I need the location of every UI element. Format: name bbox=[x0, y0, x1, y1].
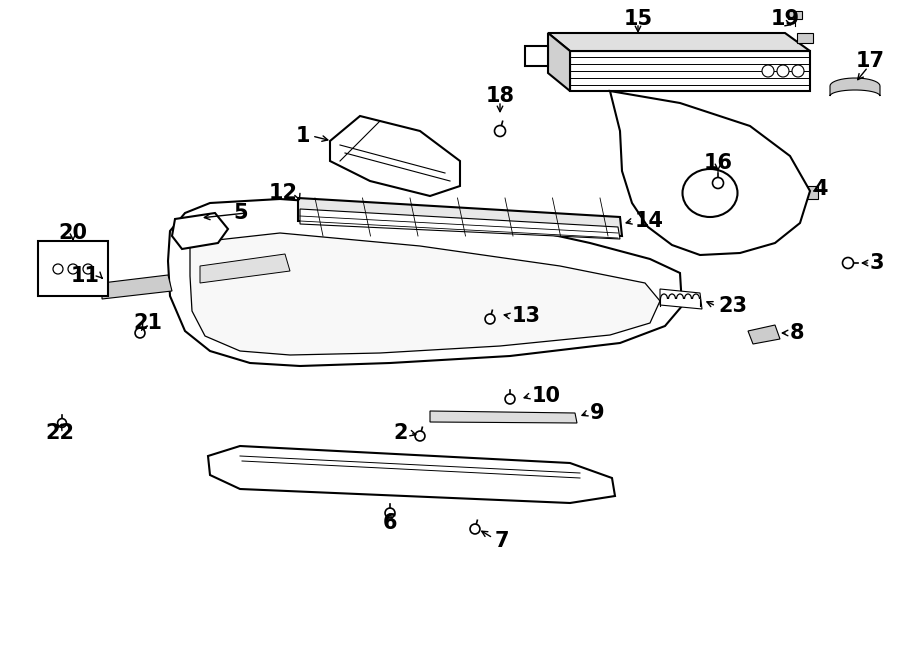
Ellipse shape bbox=[682, 169, 737, 217]
Circle shape bbox=[68, 264, 78, 274]
Polygon shape bbox=[430, 411, 577, 423]
Circle shape bbox=[792, 65, 804, 77]
Polygon shape bbox=[38, 241, 108, 296]
Polygon shape bbox=[548, 33, 810, 51]
Text: 9: 9 bbox=[590, 403, 605, 423]
Polygon shape bbox=[570, 51, 810, 91]
Text: 7: 7 bbox=[495, 531, 509, 551]
Text: 8: 8 bbox=[790, 323, 805, 343]
Text: 18: 18 bbox=[485, 86, 515, 106]
Text: 19: 19 bbox=[770, 9, 799, 29]
Circle shape bbox=[494, 126, 506, 137]
Text: 10: 10 bbox=[532, 386, 561, 406]
Polygon shape bbox=[797, 33, 813, 43]
Text: 11: 11 bbox=[71, 266, 100, 286]
Text: 22: 22 bbox=[46, 423, 75, 443]
Text: 16: 16 bbox=[704, 153, 733, 173]
Polygon shape bbox=[298, 198, 622, 236]
Circle shape bbox=[53, 264, 63, 274]
Polygon shape bbox=[330, 116, 460, 196]
Polygon shape bbox=[548, 33, 570, 91]
Text: 4: 4 bbox=[813, 179, 827, 199]
Text: 2: 2 bbox=[393, 423, 408, 443]
Polygon shape bbox=[300, 209, 620, 239]
Text: 13: 13 bbox=[512, 306, 541, 326]
Circle shape bbox=[83, 264, 93, 274]
Text: 17: 17 bbox=[856, 51, 885, 71]
Circle shape bbox=[762, 65, 774, 77]
Polygon shape bbox=[168, 199, 682, 366]
Text: 12: 12 bbox=[269, 183, 298, 203]
Polygon shape bbox=[800, 186, 818, 199]
Circle shape bbox=[713, 178, 724, 188]
Circle shape bbox=[777, 65, 789, 77]
Polygon shape bbox=[172, 213, 228, 249]
Circle shape bbox=[470, 524, 480, 534]
Polygon shape bbox=[200, 254, 290, 283]
Circle shape bbox=[485, 314, 495, 324]
Text: 6: 6 bbox=[382, 513, 397, 533]
Text: 21: 21 bbox=[133, 313, 163, 333]
Circle shape bbox=[135, 328, 145, 338]
Circle shape bbox=[385, 508, 395, 518]
Text: 1: 1 bbox=[295, 126, 310, 146]
Circle shape bbox=[58, 418, 67, 428]
Polygon shape bbox=[525, 46, 548, 66]
Text: 20: 20 bbox=[58, 223, 87, 243]
Polygon shape bbox=[830, 78, 880, 96]
Polygon shape bbox=[748, 325, 780, 344]
Circle shape bbox=[842, 258, 853, 268]
Text: 5: 5 bbox=[233, 203, 248, 223]
Text: 3: 3 bbox=[870, 253, 885, 273]
Circle shape bbox=[505, 394, 515, 404]
Text: 14: 14 bbox=[635, 211, 664, 231]
Polygon shape bbox=[208, 446, 615, 503]
Polygon shape bbox=[660, 289, 702, 309]
Polygon shape bbox=[190, 233, 660, 355]
Polygon shape bbox=[610, 91, 810, 255]
Text: 15: 15 bbox=[624, 9, 652, 29]
Circle shape bbox=[415, 431, 425, 441]
Polygon shape bbox=[788, 11, 802, 19]
Text: 23: 23 bbox=[718, 296, 747, 316]
Polygon shape bbox=[102, 275, 172, 299]
